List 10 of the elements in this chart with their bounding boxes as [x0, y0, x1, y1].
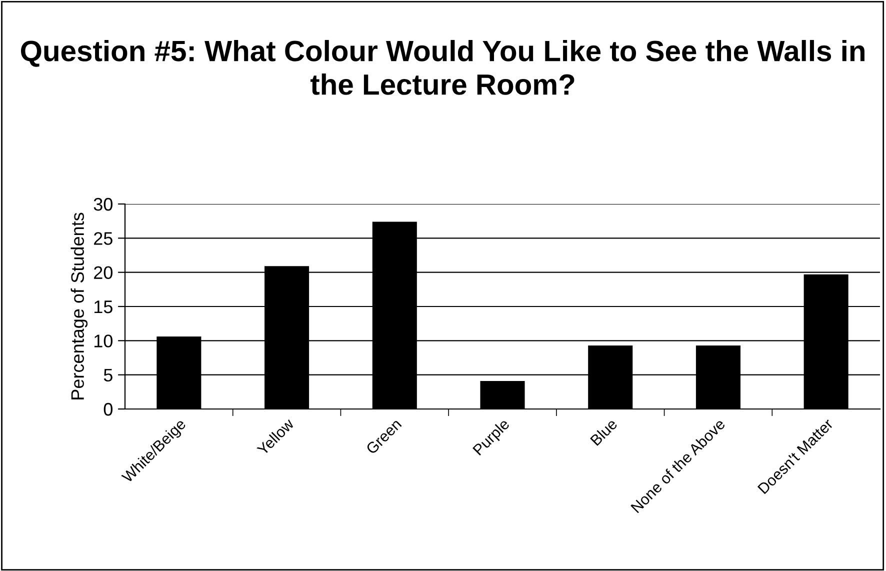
y-tick-label: 0: [104, 402, 112, 416]
y-tick-label: 30: [94, 198, 112, 211]
x-tick-label: Blue: [590, 418, 618, 446]
y-tick-label: 20: [94, 266, 112, 280]
chart-title: Question #5: What Colour Would You Like to See the Walls in the Lecture Room?: [20, 40, 864, 95]
y-axis-title: Percentage of Students: [70, 212, 88, 400]
y-tick-label: 15: [94, 300, 112, 314]
y-tick-label: 25: [94, 232, 112, 245]
y-tick-label: 5: [104, 368, 112, 382]
y-tick-label: 10: [94, 334, 112, 348]
